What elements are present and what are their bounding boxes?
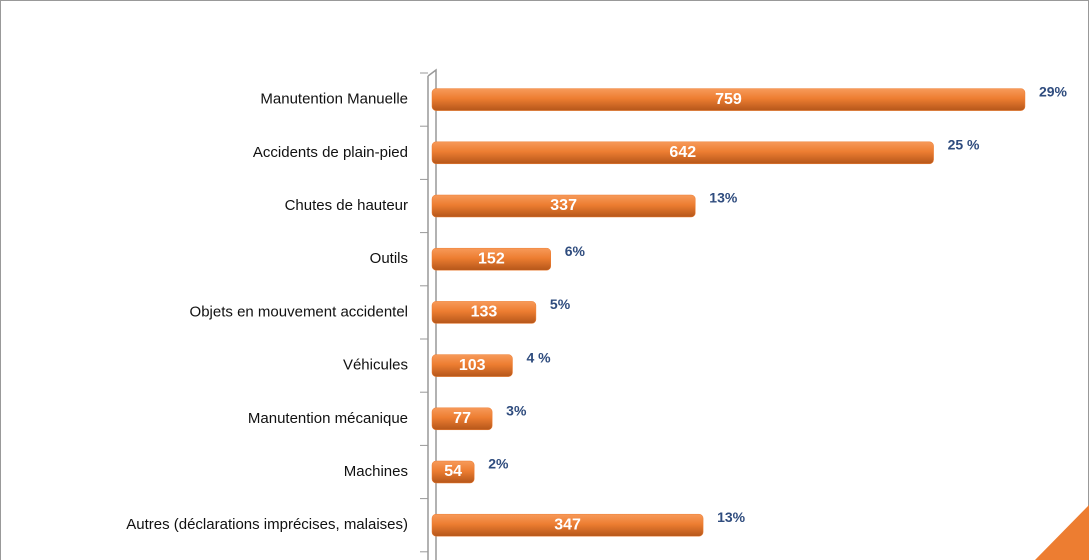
bar — [431, 354, 513, 377]
value-label: 347 — [554, 516, 581, 533]
category-label: Accidents de plain-pied — [253, 144, 408, 161]
category-label: Chutes de hauteur — [285, 197, 408, 214]
category-axis — [427, 68, 437, 560]
category-label: Manutention mécanique — [248, 410, 408, 427]
bar — [431, 407, 493, 431]
bar — [431, 194, 696, 218]
category-label: Objets en mouvement accidentel — [190, 303, 408, 320]
value-label: 759 — [715, 91, 742, 108]
percent-label: 3% — [506, 403, 527, 419]
percent-label: 25 % — [948, 137, 980, 153]
bar — [431, 301, 537, 324]
bar — [431, 460, 475, 484]
bar — [431, 513, 704, 537]
percent-label: 29% — [1039, 83, 1068, 99]
category-label: Véhicules — [343, 357, 408, 374]
value-label: 642 — [669, 144, 696, 161]
bar — [431, 247, 551, 271]
value-label: 337 — [550, 197, 577, 214]
percent-label: 6% — [565, 243, 586, 259]
percent-label: 4 % — [526, 349, 551, 365]
category-label: Autres (déclarations imprécises, malaise… — [126, 516, 408, 533]
percent-label: 2% — [488, 456, 509, 472]
bar — [431, 88, 1026, 111]
value-label: 133 — [471, 304, 498, 321]
bar — [431, 141, 934, 165]
value-label: 54 — [444, 463, 462, 480]
category-label: Manutention Manuelle — [260, 91, 408, 108]
percent-label: 5% — [550, 296, 571, 312]
category-label: Outils — [370, 250, 408, 267]
value-label: 103 — [459, 357, 486, 374]
percent-label: 13% — [717, 509, 746, 525]
category-label: Machines — [344, 463, 408, 480]
value-label: 77 — [453, 410, 471, 427]
value-label: 152 — [478, 250, 505, 267]
corner-decoration — [1035, 505, 1089, 560]
percent-label: 13% — [709, 190, 738, 206]
